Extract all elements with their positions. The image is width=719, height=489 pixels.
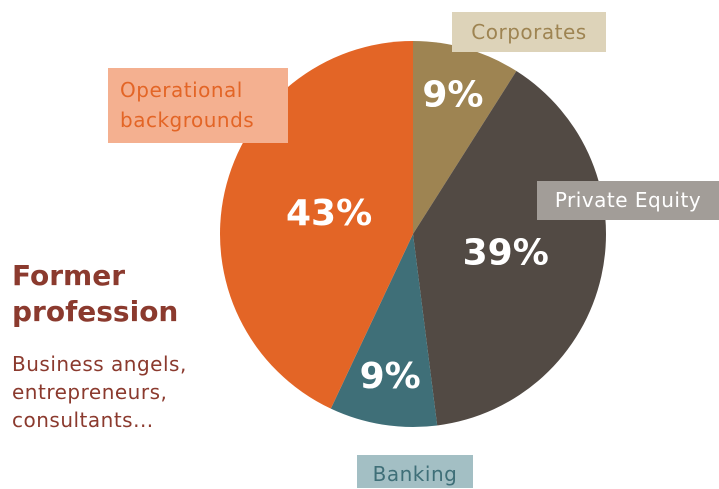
pie-slice (413, 71, 606, 426)
data-label: 9% (422, 75, 483, 116)
chart-subtitle: Business angels, entrepreneurs, consulta… (12, 352, 187, 432)
slice-label: Private Equity (537, 181, 719, 220)
slice-label: Banking (357, 455, 473, 488)
pie-slice (413, 41, 517, 234)
data-label: 43% (286, 193, 372, 234)
slice-label: Operational backgrounds (108, 68, 288, 143)
slice-label: Corporates (452, 12, 606, 52)
pie-slice (330, 234, 438, 427)
chart-title: Former profession (12, 259, 179, 328)
data-label: 9% (360, 356, 421, 397)
data-label: 39% (463, 233, 549, 274)
